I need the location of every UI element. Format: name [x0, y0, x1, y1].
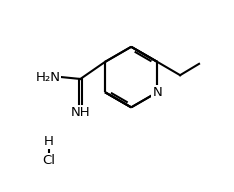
Text: H₂N: H₂N: [36, 71, 61, 84]
Text: Cl: Cl: [42, 154, 55, 167]
Text: N: N: [153, 86, 162, 99]
Text: H: H: [44, 135, 54, 148]
Text: NH: NH: [71, 106, 90, 119]
